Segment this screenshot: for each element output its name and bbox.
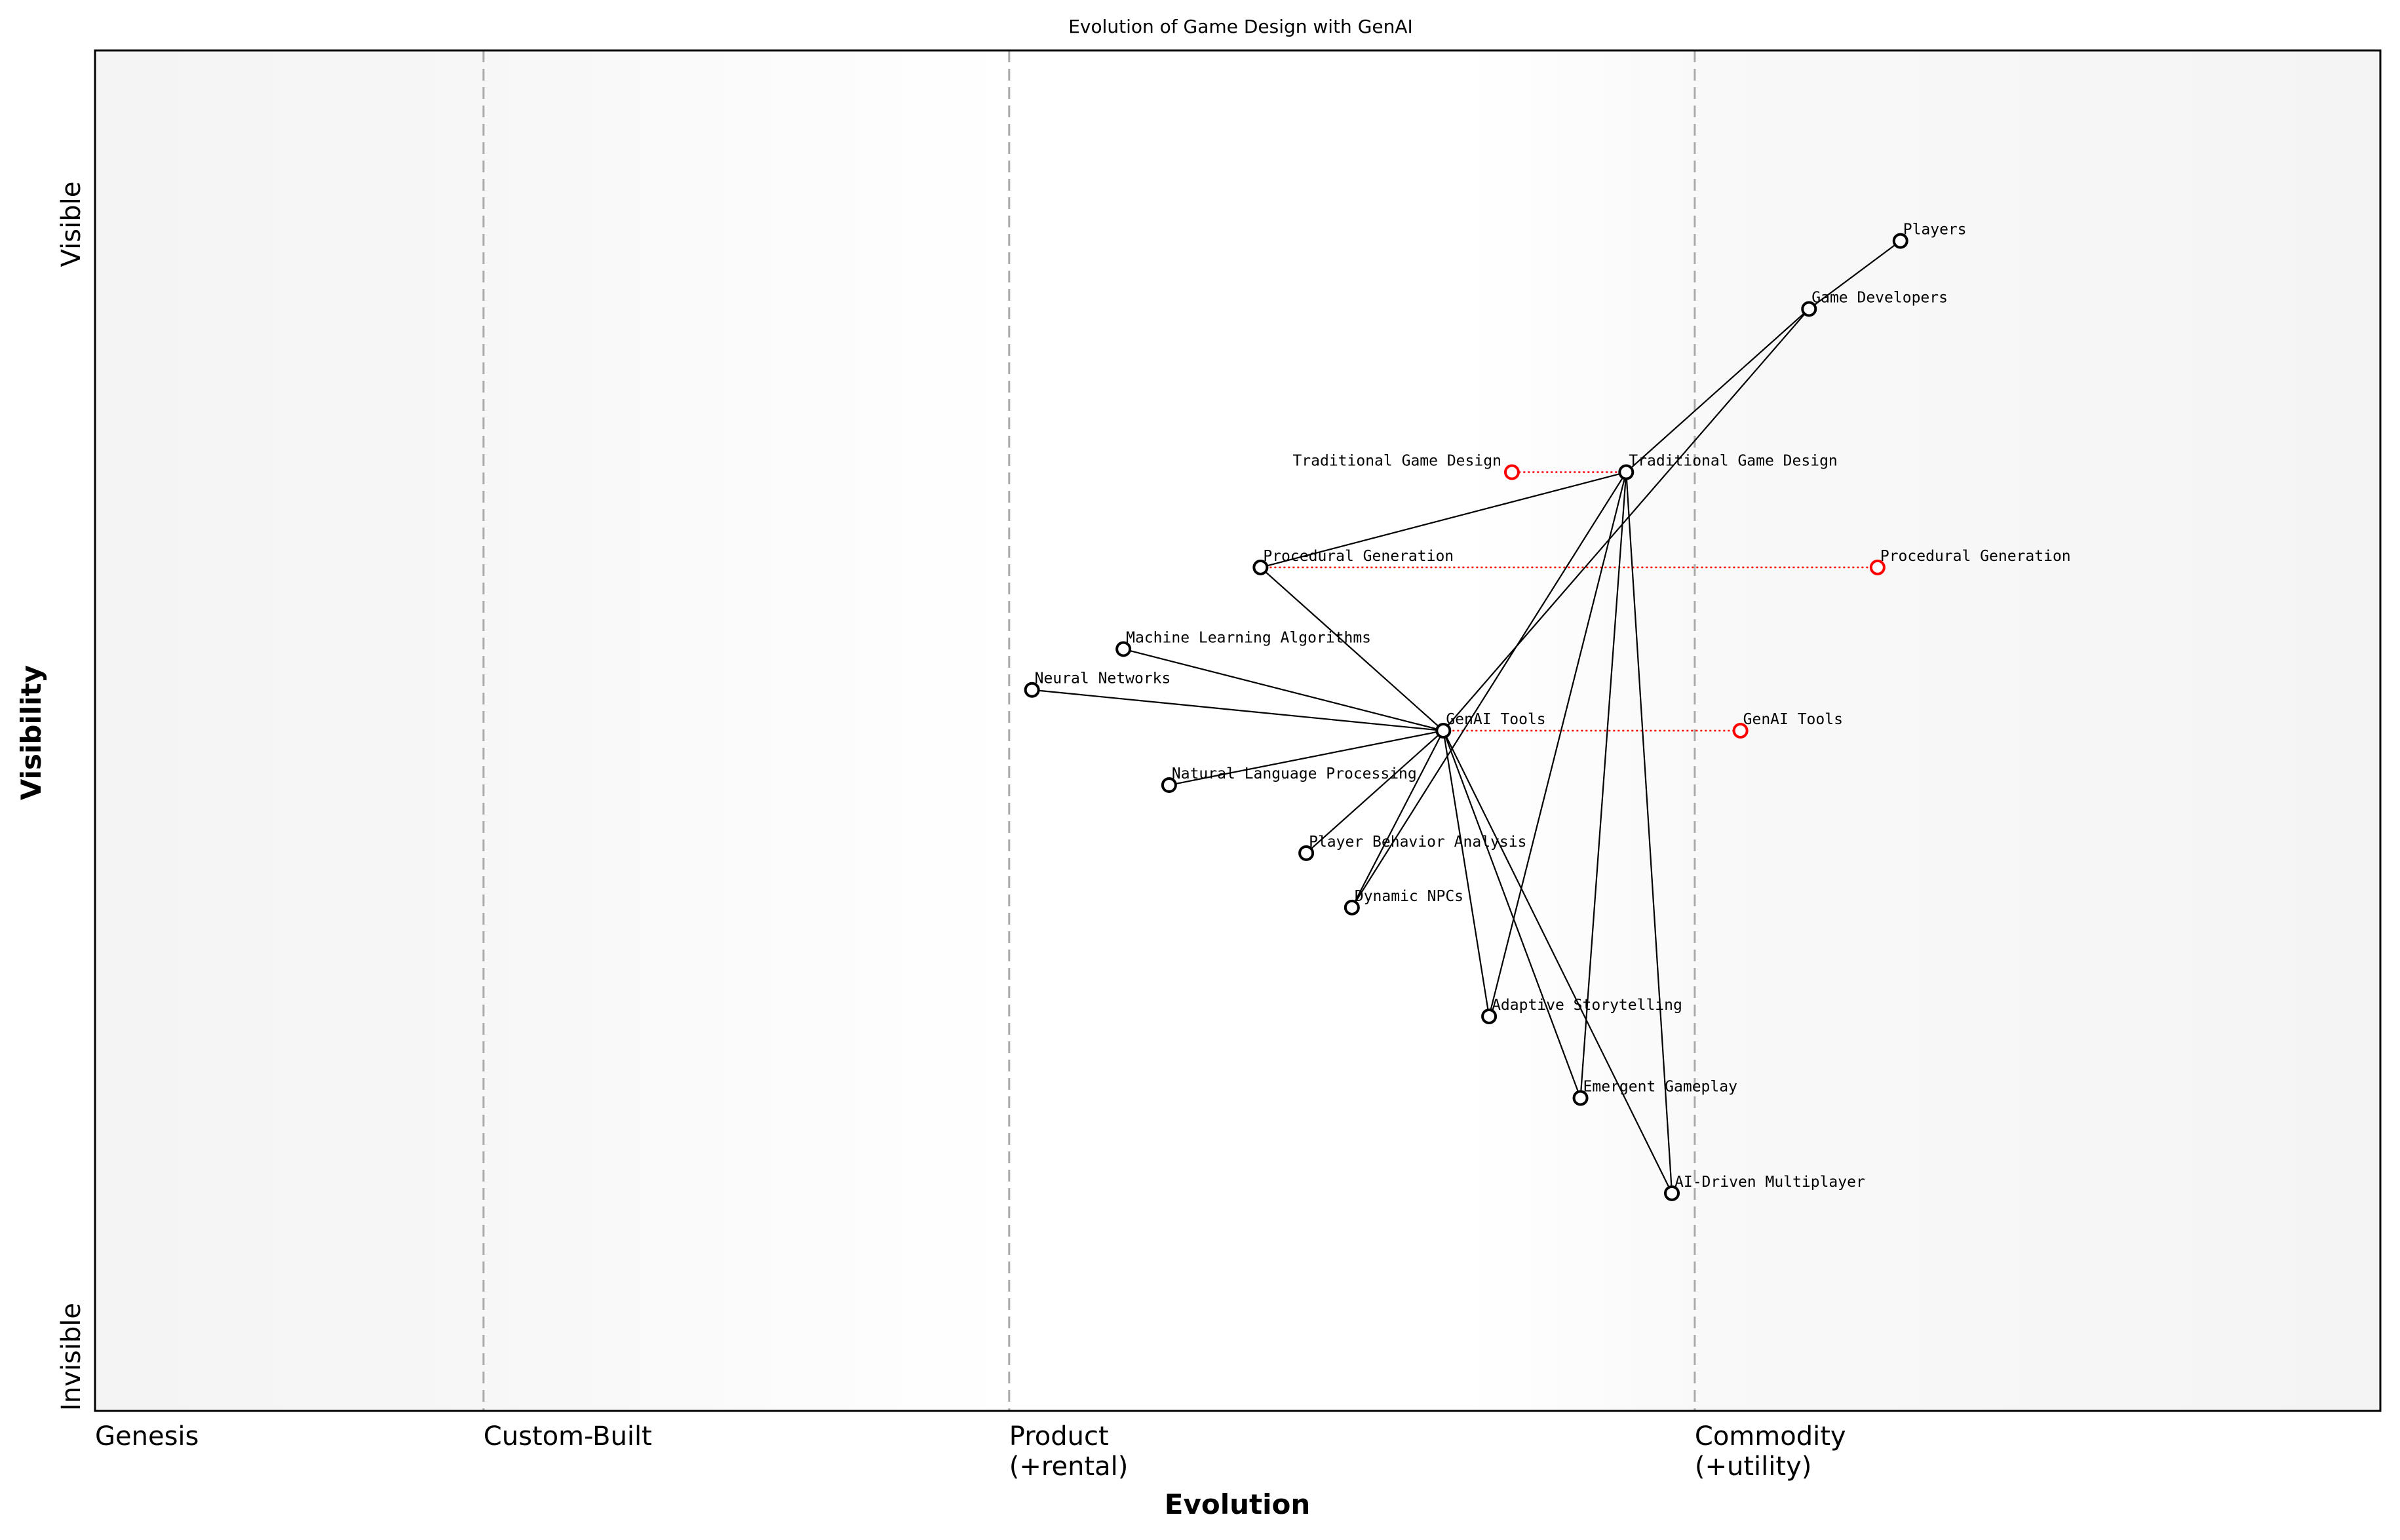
stage-boundaries xyxy=(482,50,1696,1411)
link-traditional-game-design-to-procedural-generation xyxy=(1260,471,1627,568)
x-stage-tick-line: Custom-Built xyxy=(484,1421,652,1452)
x-stage-tick-custom-built: Custom-Built xyxy=(484,1421,652,1452)
link-genai-tools-to-machine-learning-algorithms xyxy=(1123,648,1444,732)
node-label-natural-language-processing: Natural Language Processing xyxy=(1172,765,1417,782)
node-label-adaptive-storytelling: Adaptive Storytelling xyxy=(1492,997,1682,1014)
node-label-game-developers: Game Developers xyxy=(1811,289,1948,306)
node-machine-learning-algorithms xyxy=(1115,641,1132,657)
link-genai-tools-to-adaptive-storytelling xyxy=(1442,730,1490,1017)
node-label-dynamic-npcs: Dynamic NPCs xyxy=(1355,888,1463,905)
node-player-behavior-analysis xyxy=(1298,845,1315,861)
evolved-node-genai-tools xyxy=(1732,723,1749,739)
x-stage-ticks: Genesis Custom-Built Product (+rental) Commo… xyxy=(95,1421,1846,1482)
node-emergent-gameplay xyxy=(1572,1090,1589,1106)
y-axis-label: Visibility xyxy=(15,665,47,800)
node-label-players: Players xyxy=(1903,221,1967,239)
link-genai-tools-to-emergent-gameplay xyxy=(1442,730,1581,1098)
node-label-player-behavior-analysis: Player Behavior Analysis xyxy=(1309,834,1526,851)
evolved-label-procedural-generation: Procedural Generation xyxy=(1880,548,2071,565)
link-genai-tools-to-player-behavior-analysis xyxy=(1306,730,1444,854)
node-genai-tools xyxy=(1435,723,1452,739)
chart-title: Evolution of Game Design with GenAI xyxy=(1068,16,1413,37)
x-stage-tick-product: Product (+rental) xyxy=(1009,1421,1129,1482)
node-neural-networks xyxy=(1024,682,1040,698)
evolved-label-genai-tools: GenAI Tools xyxy=(1743,711,1843,728)
node-procedural-generation xyxy=(1252,559,1269,575)
evolved-node-procedural-generation xyxy=(1869,559,1886,575)
node-label-neural-networks: Neural Networks xyxy=(1035,670,1171,687)
link-traditional-game-design-to-ai-driven-multiplayer xyxy=(1625,472,1673,1193)
x-stage-tick-line: Commodity xyxy=(1695,1421,1846,1452)
evolution-lines xyxy=(1260,471,1878,732)
node-dynamic-npcs xyxy=(1344,899,1360,915)
node-ai-driven-multiplayer xyxy=(1664,1185,1680,1201)
x-stage-tick-line: Genesis xyxy=(95,1421,199,1452)
node-label-procedural-generation: Procedural Generation xyxy=(1263,548,1454,565)
y-tick-invisible: Invisible xyxy=(56,1303,87,1411)
link-game-developers-to-genai-tools xyxy=(1442,308,1810,731)
x-stage-tick-line: (+rental) xyxy=(1009,1452,1129,1482)
x-stage-tick-commodity: Commodity (+utility) xyxy=(1695,1421,1846,1482)
evolved-label-traditional-game-design: Traditional Game Design xyxy=(1292,453,1501,470)
component-nodes: Traditional Game Design Procedural Genera… xyxy=(1024,221,2071,1201)
x-stage-tick-line: (+utility) xyxy=(1695,1452,1811,1482)
link-traditional-game-design-to-emergent-gameplay xyxy=(1579,472,1627,1098)
link-traditional-game-design-to-dynamic-npcs xyxy=(1351,471,1627,908)
link-players-to-game-developers xyxy=(1808,240,1901,310)
node-label-ai-driven-multiplayer: AI-Driven Multiplayer xyxy=(1674,1174,1865,1191)
y-tick-visible: Visible xyxy=(56,182,87,267)
link-game-developers-to-traditional-game-design xyxy=(1625,308,1810,473)
x-stage-tick-line: Product xyxy=(1009,1421,1109,1452)
node-game-developers xyxy=(1801,301,1817,317)
plot-background xyxy=(95,50,2380,1411)
node-label-machine-learning-algorithms: Machine Learning Algorithms xyxy=(1126,629,1371,646)
link-genai-tools-to-natural-language-processing xyxy=(1169,729,1444,786)
x-axis-label: Evolution xyxy=(1165,1488,1310,1520)
node-label-emergent-gameplay: Emergent Gameplay xyxy=(1583,1079,1737,1096)
node-players xyxy=(1892,233,1908,249)
plot-frame xyxy=(94,49,2382,1412)
link-genai-tools-to-dynamic-npcs xyxy=(1351,730,1444,908)
link-genai-tools-to-neural-networks xyxy=(1032,689,1444,732)
link-traditional-game-design-to-adaptive-storytelling xyxy=(1488,472,1627,1017)
node-natural-language-processing xyxy=(1161,777,1177,794)
node-adaptive-storytelling xyxy=(1481,1008,1498,1024)
node-traditional-game-design xyxy=(1618,464,1635,480)
dependency-links xyxy=(1032,240,1901,1194)
x-stage-tick-genesis: Genesis xyxy=(95,1421,199,1452)
link-genai-tools-to-ai-driven-multiplayer xyxy=(1442,730,1673,1194)
link-procedural-generation-to-genai-tools xyxy=(1260,567,1444,731)
node-label-traditional-game-design: Traditional Game Design xyxy=(1629,453,1838,470)
evolved-node-traditional-game-design xyxy=(1503,464,1520,480)
node-label-genai-tools: GenAI Tools xyxy=(1446,711,1545,728)
